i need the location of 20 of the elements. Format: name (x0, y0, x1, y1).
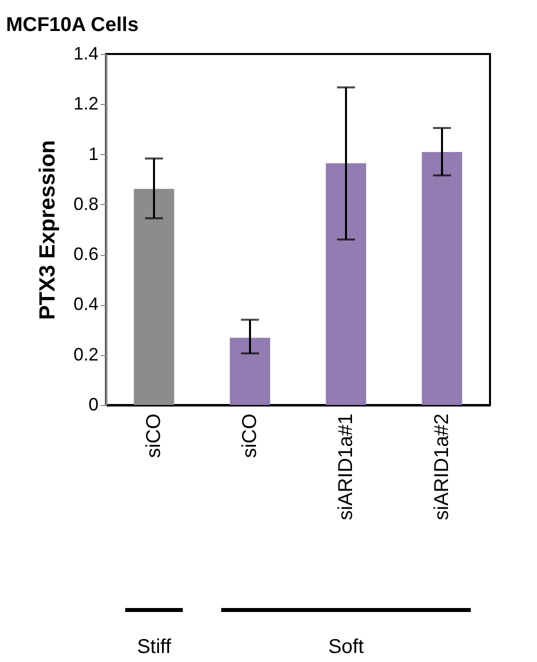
y-tick-label: 0.8 (73, 194, 98, 214)
y-tick-label: 1.4 (73, 44, 98, 64)
text: Stiff (136, 636, 172, 658)
y-tick-label: 0.6 (73, 244, 98, 264)
bar (422, 152, 462, 405)
bar (326, 163, 366, 405)
y-tick-label: 0.2 (73, 344, 98, 364)
bar (230, 338, 270, 405)
y-tick-label: 1 (88, 144, 98, 164)
chart-title: MCF10A Cells (6, 14, 139, 36)
x-tick-label: siARID1a#2 (431, 414, 453, 520)
x-tick-label: siCO (143, 414, 165, 458)
x-tick-label: siCO (239, 414, 261, 458)
bar (134, 188, 174, 405)
y-tick-label: 1.2 (73, 94, 98, 114)
y-tick-label: 0.4 (73, 294, 98, 314)
y-axis-title: PTX3 Expression (34, 140, 60, 320)
text: Soft (328, 636, 364, 658)
x-tick-label: siARID1a#1 (335, 414, 357, 520)
y-tick-label: 0 (88, 394, 98, 414)
